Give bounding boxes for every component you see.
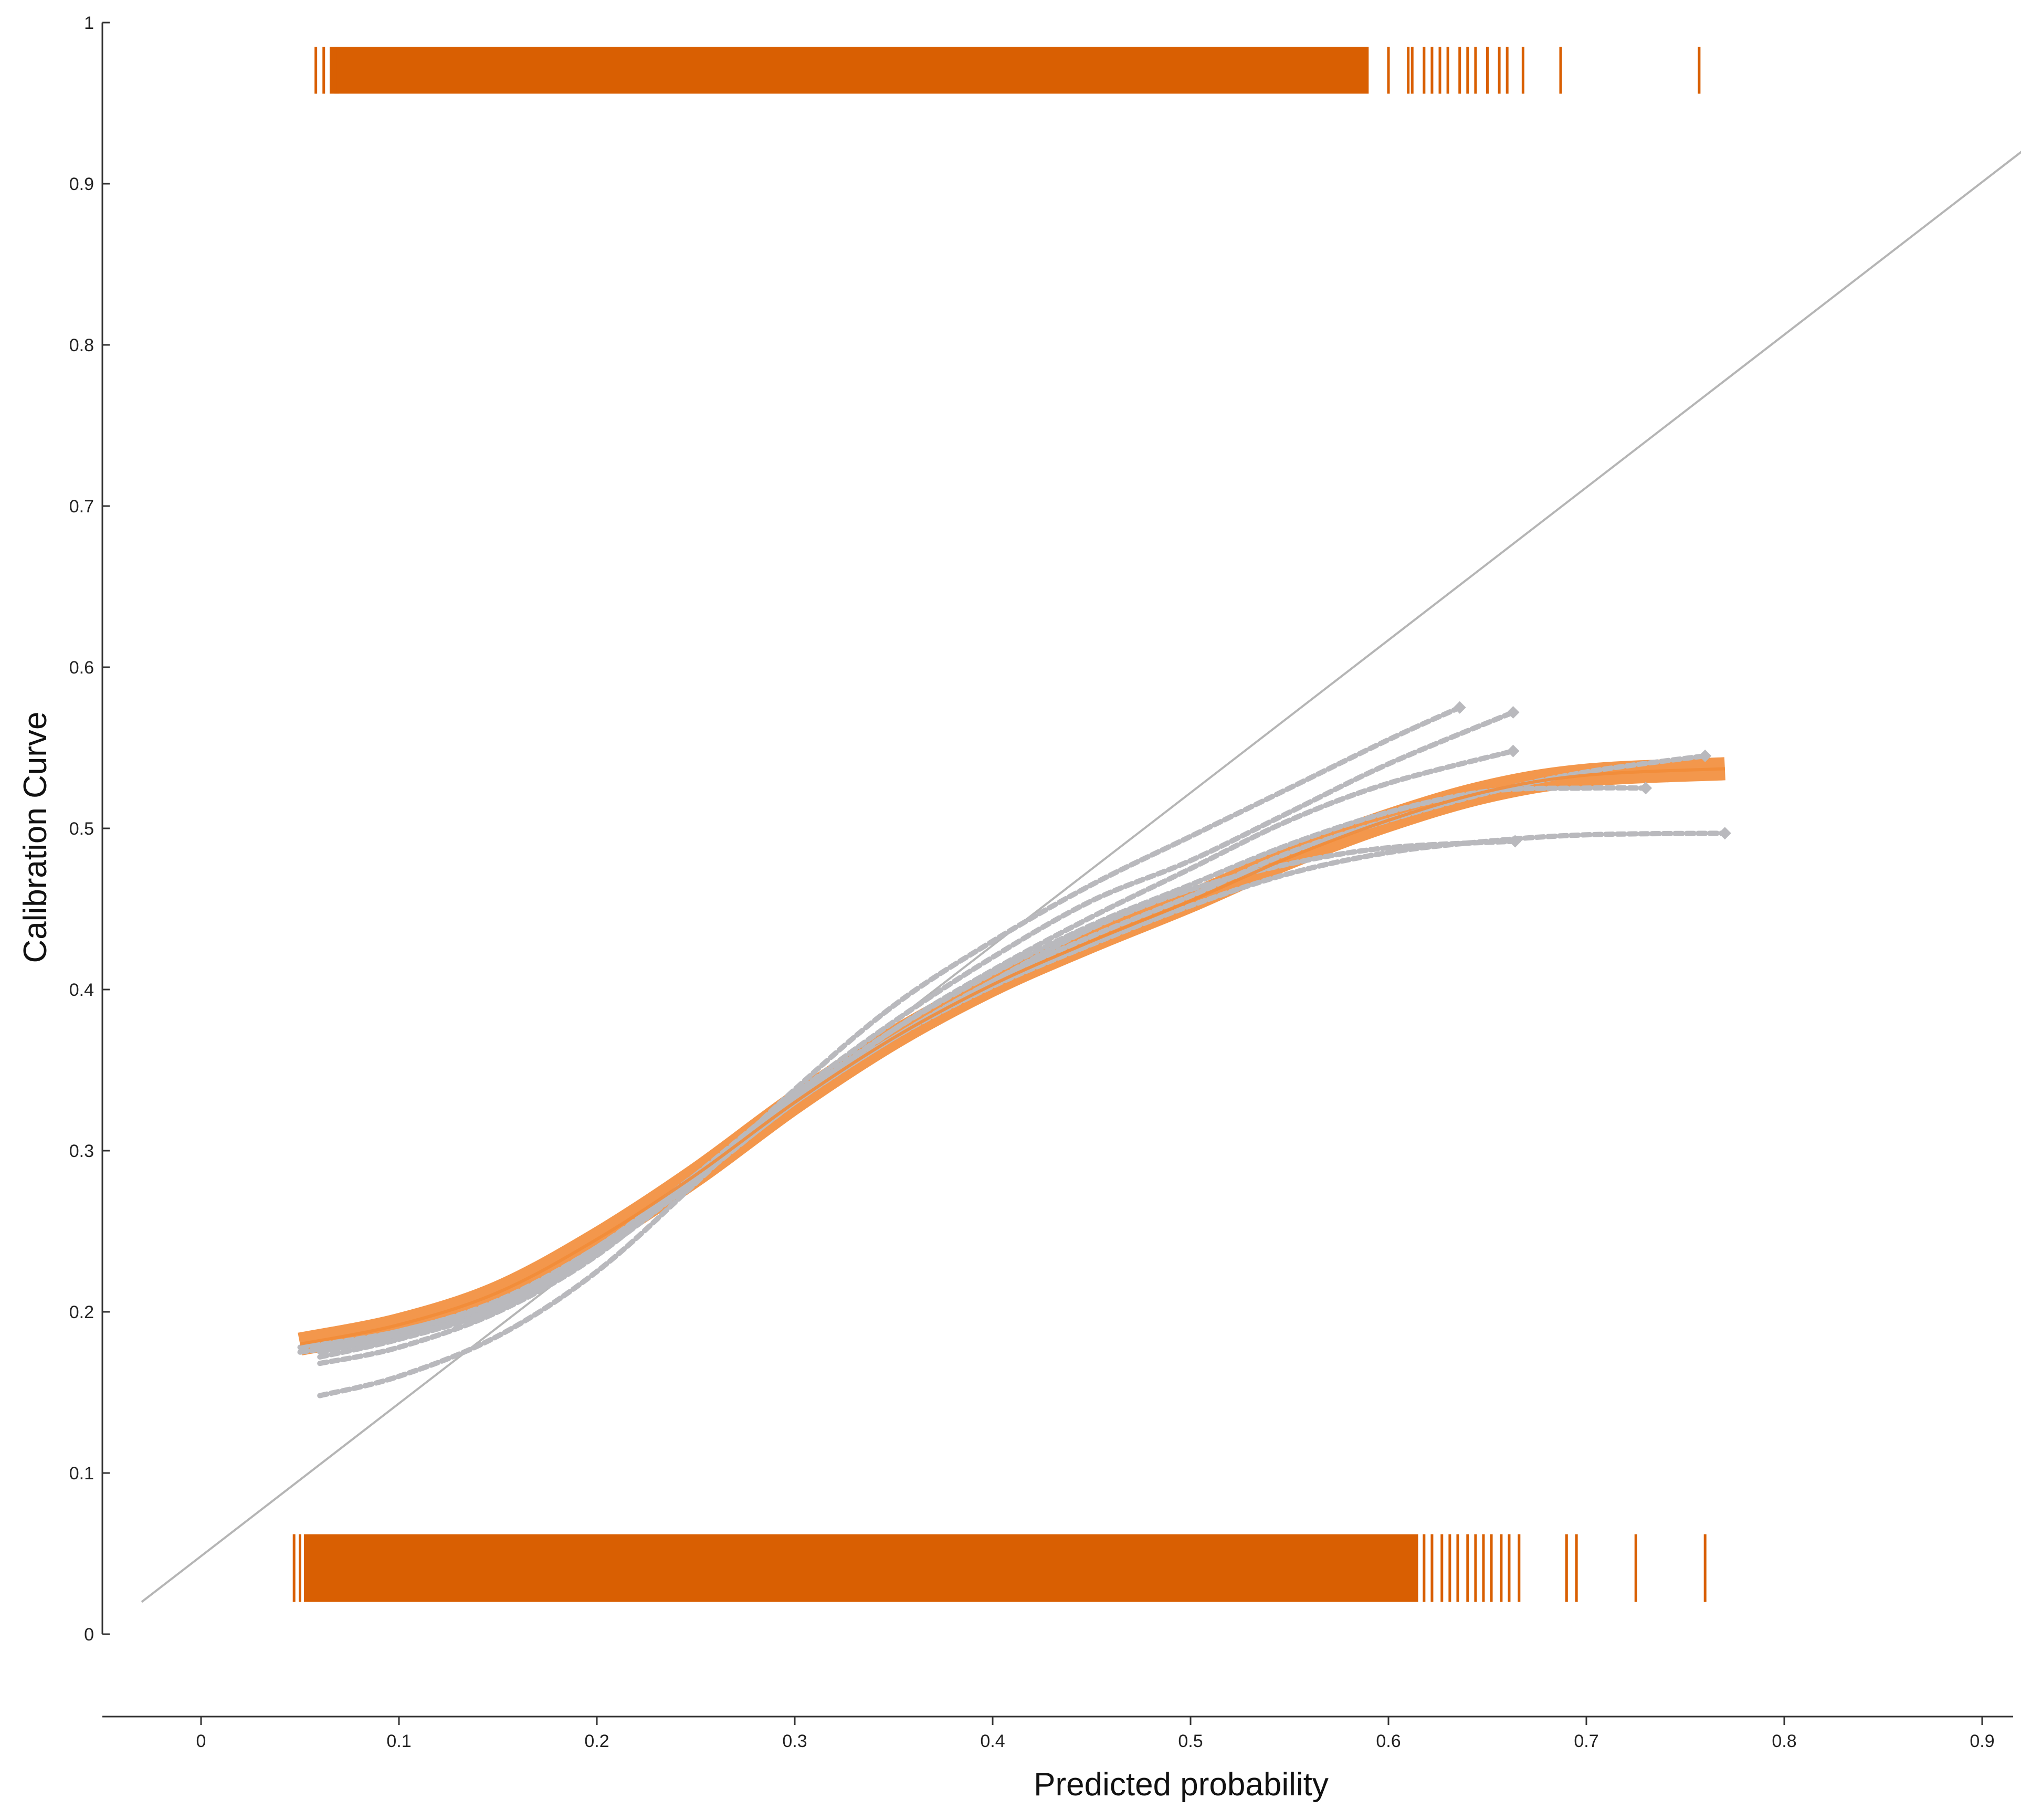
bootstrap-curve-6 (317, 838, 1518, 1350)
y-tick-label: 0 (84, 1625, 94, 1645)
rug-bottom-dense-band (304, 1534, 1418, 1602)
x-tick-label: 0.3 (782, 1731, 807, 1751)
x-tick-label: 0.4 (980, 1731, 1005, 1751)
reference-line-layer (141, 151, 2021, 1603)
series-layer (297, 701, 1731, 1398)
y-tick-label: 0.8 (69, 335, 94, 355)
y-tick-label: 0.2 (69, 1302, 94, 1322)
y-tick-label: 0.3 (69, 1141, 94, 1161)
y-tick-label: 0.1 (69, 1464, 94, 1484)
x-tick-label: 0.7 (1574, 1731, 1598, 1751)
y-tick-label: 0.5 (69, 819, 94, 839)
y-tick-label: 0.4 (69, 980, 94, 1000)
bootstrap-end-marker (1699, 749, 1712, 762)
y-axis-title: Calibration Curve (17, 712, 54, 963)
bootstrap-end-marker (1718, 827, 1731, 840)
axes: 0 0.1 0.2 0.3 0.4 0.5 0.6 0.7 0.8 0.9 1 0 0.1 0.2 0.3 0… (69, 13, 2013, 1751)
bootstrap-end-marker (1507, 744, 1520, 758)
y-tick-label: 1 (84, 13, 94, 33)
y-tick-label: 0.7 (69, 497, 94, 517)
y-tick-label: 0.6 (69, 658, 94, 678)
bootstrap-end-marker (1509, 835, 1522, 848)
main-calibration-curve-overlay (299, 767, 1725, 1346)
bootstrap-curve-4 (297, 753, 1708, 1350)
bootstrap-end-marker (1507, 706, 1520, 719)
x-tick-label: 0.6 (1376, 1731, 1401, 1751)
reference-line (141, 151, 2021, 1603)
bootstrap-end-marker (1639, 782, 1652, 795)
main-calibration-curve (298, 757, 1725, 1356)
x-tick-label: 0.8 (1772, 1731, 1796, 1751)
bootstrap-curve-7 (317, 785, 1649, 1360)
bootstrap-end-marker (1453, 701, 1466, 714)
x-axis-title: Predicted probability (1034, 1766, 1329, 1803)
x-tick-label: 0.9 (1970, 1731, 1994, 1751)
y-tick-label: 0.9 (69, 174, 94, 194)
x-tick-label: 0.1 (386, 1731, 411, 1751)
x-tick-label: 0.5 (1178, 1731, 1203, 1751)
bootstrap-curve-2 (317, 709, 1516, 1366)
bootstrap-curve-1 (317, 704, 1462, 1398)
x-tick-label: 0 (196, 1731, 206, 1751)
rug-top-dense-band (330, 47, 1369, 94)
x-tick-label: 0.2 (584, 1731, 609, 1751)
rug-plots (292, 47, 1707, 1602)
